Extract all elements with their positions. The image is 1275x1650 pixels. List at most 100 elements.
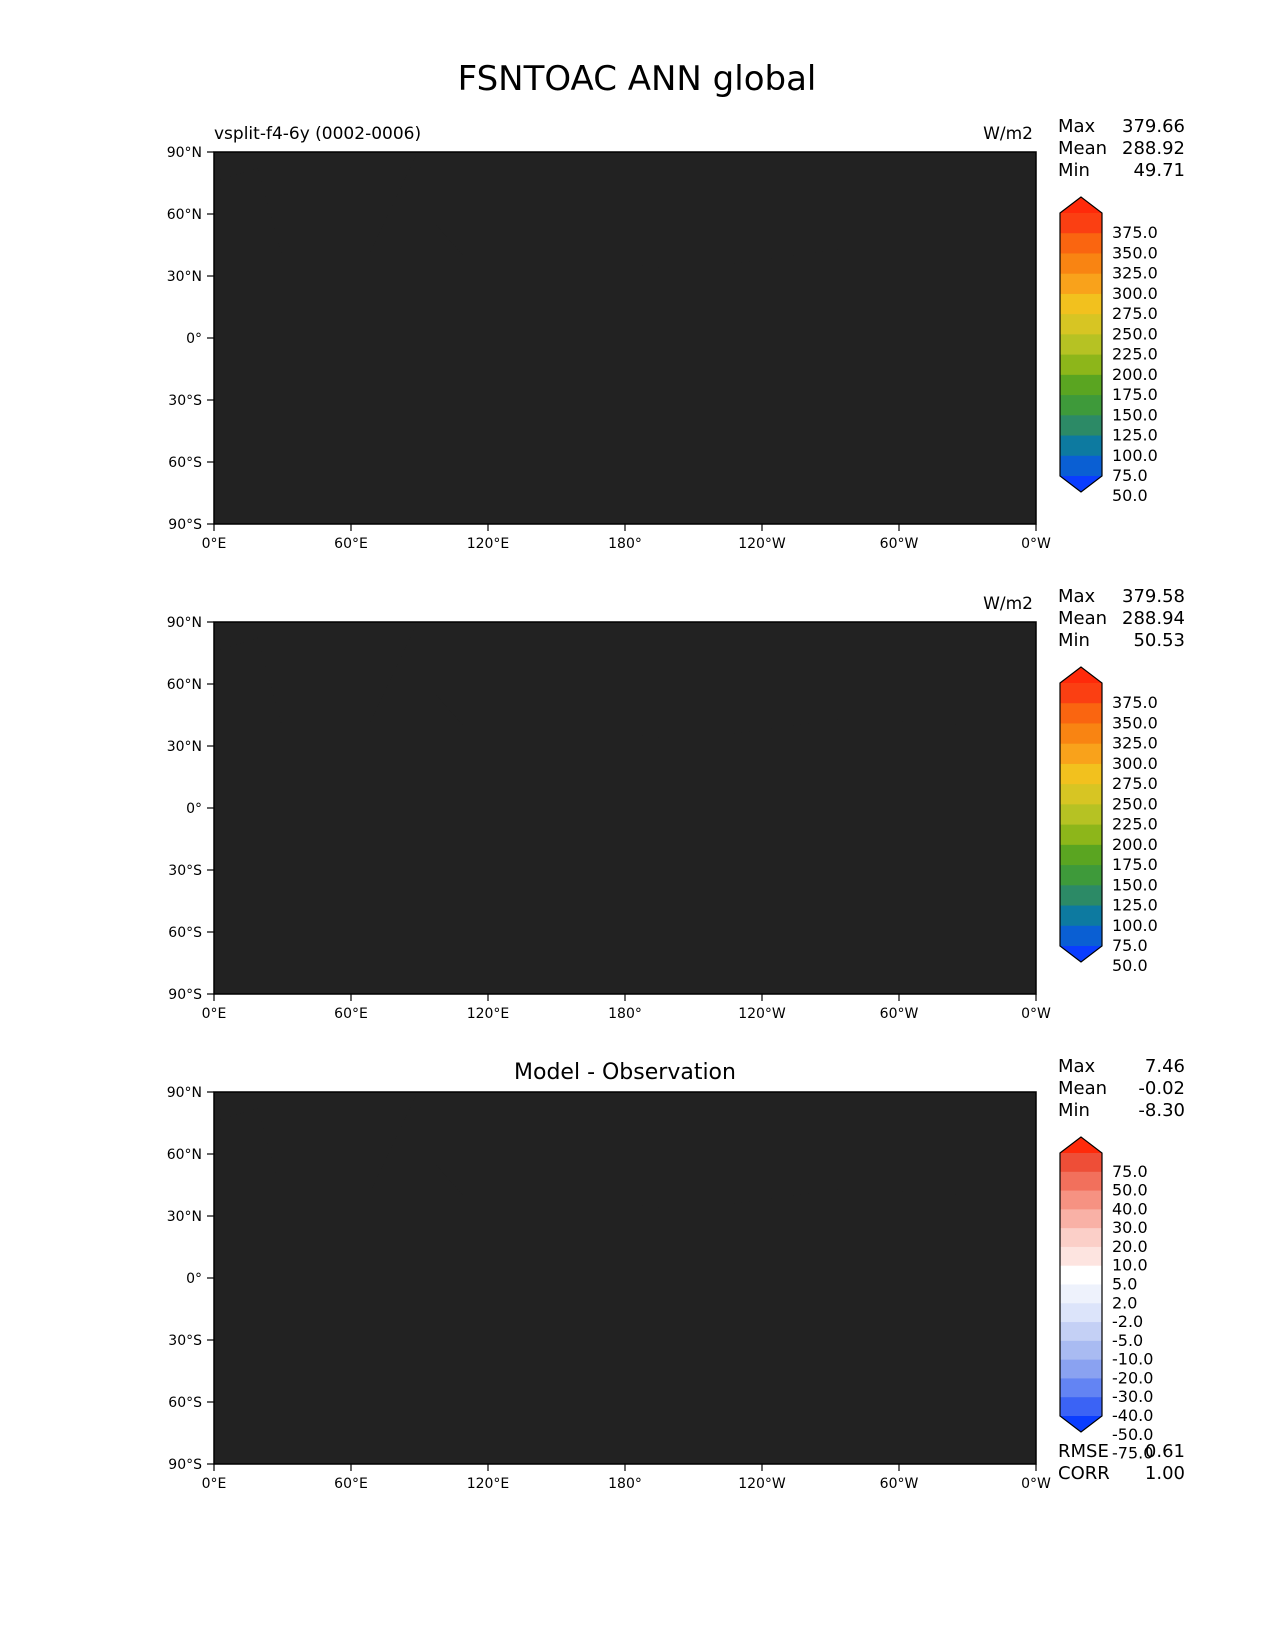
colorbar-level-label: 5.0	[1112, 1275, 1137, 1294]
panel-1-units: W/m2	[983, 594, 1033, 614]
colorbar-segment	[1060, 1397, 1102, 1417]
colorbar-segment	[1060, 293, 1102, 315]
colorbar-level-label: 275.0	[1112, 774, 1158, 793]
colorbar-level-label: 325.0	[1112, 264, 1158, 283]
colorbar-level-label: 50.0	[1112, 1181, 1148, 1200]
colorbar-segment	[1060, 314, 1102, 335]
lat-tick-label: 60°N	[167, 207, 202, 223]
colorbar-segment	[1060, 703, 1102, 724]
lon-tick-label: 60°W	[880, 536, 919, 552]
colorbar-level-label: 250.0	[1112, 794, 1158, 813]
panel-1: W/m2 90°N 60°N 30°N 0° 30°S 60°S 90°S 0°E 60°E 1…	[167, 586, 1185, 1022]
colorbar-level-label: -75.0	[1112, 1444, 1153, 1463]
panel-2-lat-ticks: 90°N 60°N 30°N 0° 30°S 60°S 90°S	[167, 1085, 214, 1473]
panel-2-coastlines	[214, 1103, 1036, 1464]
colorbar-level-label: 200.0	[1112, 835, 1158, 854]
lon-tick-label: 120°E	[467, 1006, 510, 1022]
panel-0-lat-ticks: 90°N 60°N 30°N 0° 30°S 60°S 90°S	[167, 145, 214, 533]
colorbar-extend-max	[1060, 1137, 1102, 1153]
colorbar-level-label: 75.0	[1112, 936, 1148, 955]
colorbar-segment	[1060, 1303, 1102, 1323]
panel-1-coastlines	[214, 633, 1036, 994]
lon-tick-label: 60°E	[334, 1476, 368, 1492]
colorbar-level-label: 125.0	[1112, 896, 1158, 915]
colorbar-segment	[1060, 885, 1102, 907]
stat-label: Min	[1058, 160, 1090, 181]
lat-tick-label: 90°N	[167, 1085, 202, 1101]
colorbar-segment	[1060, 1284, 1102, 1304]
stat-label: Mean	[1058, 138, 1107, 159]
colorbar-segment	[1060, 1378, 1102, 1398]
colorbar-level-label: 100.0	[1112, 446, 1158, 465]
colorbar-level-label: 30.0	[1112, 1218, 1148, 1237]
lat-tick-label: 60°S	[168, 455, 202, 471]
colorbar-level-label: 75.0	[1112, 466, 1148, 485]
lon-tick-label: 0°W	[1021, 1006, 1051, 1022]
colorbar-extend-min	[1060, 946, 1102, 962]
colorbar-level-label: 325.0	[1112, 734, 1158, 753]
colorbar-level-label: -2.0	[1112, 1312, 1143, 1331]
colorbar-segment	[1060, 723, 1102, 745]
metric-value: 0.61	[1145, 1441, 1185, 1462]
colorbar-level-label: -20.0	[1112, 1368, 1153, 1387]
lat-tick-label: 30°N	[167, 739, 202, 755]
lat-tick-label: 0°	[186, 1271, 202, 1287]
lat-tick-label: 60°N	[167, 677, 202, 693]
stat-label: Max	[1058, 116, 1096, 137]
colorbar-level-label: 150.0	[1112, 405, 1158, 424]
colorbar-segment	[1060, 273, 1102, 295]
metric-label: CORR	[1058, 1463, 1110, 1484]
colorbar-segment	[1060, 743, 1102, 765]
colorbar-segment	[1060, 763, 1102, 785]
colorbar-level-label: 250.0	[1112, 324, 1158, 343]
lat-tick-label: 90°S	[168, 517, 202, 533]
colorbar-segment	[1060, 1171, 1102, 1192]
colorbar-extend-min	[1060, 476, 1102, 492]
colorbar-outline	[1059, 666, 1103, 963]
panel-1-stats: Max 379.58 Mean 288.94 Min 50.53	[1058, 586, 1185, 651]
lat-tick-label: 30°N	[167, 269, 202, 285]
colorbar-level-label: 40.0	[1112, 1199, 1148, 1218]
colorbar-segment	[1060, 804, 1102, 826]
lon-tick-label: 60°E	[334, 536, 368, 552]
colorbar-segment	[1060, 905, 1102, 927]
metric-value: 1.00	[1145, 1463, 1185, 1484]
colorbar-segment	[1060, 865, 1102, 886]
colorbar-level-label: 275.0	[1112, 304, 1158, 323]
panel-2-title: Model - Observation	[514, 1060, 736, 1085]
lon-tick-label: 0°W	[1021, 536, 1051, 552]
colorbar-segment	[1060, 1209, 1102, 1229]
panel-2-colorbar: 75.050.040.030.020.010.05.02.0-2.0-5.0-1…	[1059, 1136, 1153, 1463]
panel-0-units: W/m2	[983, 124, 1033, 144]
panel-2-metrics: RMSE 0.61 CORR 1.00	[1058, 1441, 1185, 1484]
stat-value: 288.92	[1122, 138, 1185, 159]
colorbar-segment	[1060, 395, 1102, 416]
coastline-outline	[214, 1103, 1036, 1464]
colorbar-level-label: 175.0	[1112, 855, 1158, 874]
panel-1-lat-ticks: 90°N 60°N 30°N 0° 30°S 60°S 90°S	[167, 615, 214, 1003]
colorbar-level-label: 300.0	[1112, 754, 1158, 773]
lat-tick-label: 60°N	[167, 1147, 202, 1163]
stat-value: 7.46	[1145, 1056, 1185, 1077]
colorbar-level-label: 300.0	[1112, 284, 1158, 303]
stat-label: Min	[1058, 1100, 1090, 1121]
colorbar-level-label: -40.0	[1112, 1406, 1153, 1425]
colorbar-segment	[1060, 1265, 1102, 1285]
stat-value: -0.02	[1138, 1078, 1185, 1099]
lon-tick-label: 60°W	[880, 1006, 919, 1022]
stat-value: 288.94	[1122, 608, 1185, 629]
colorbar-level-label: 375.0	[1112, 223, 1158, 242]
colorbar-level-label: 225.0	[1112, 345, 1158, 364]
lon-tick-label: 120°W	[738, 536, 786, 552]
colorbar-level-label: 350.0	[1112, 243, 1158, 262]
colorbar-segment	[1060, 415, 1102, 437]
stat-value: 379.66	[1122, 116, 1185, 137]
lat-tick-label: 30°S	[168, 863, 202, 879]
panel-0-coastlines	[214, 163, 1036, 524]
lat-tick-label: 0°	[186, 331, 202, 347]
colorbar-level-label: -5.0	[1112, 1331, 1143, 1350]
colorbar-level-label: 50.0	[1112, 486, 1148, 505]
lon-tick-label: 120°W	[738, 1476, 786, 1492]
colorbar-segment	[1060, 784, 1102, 805]
